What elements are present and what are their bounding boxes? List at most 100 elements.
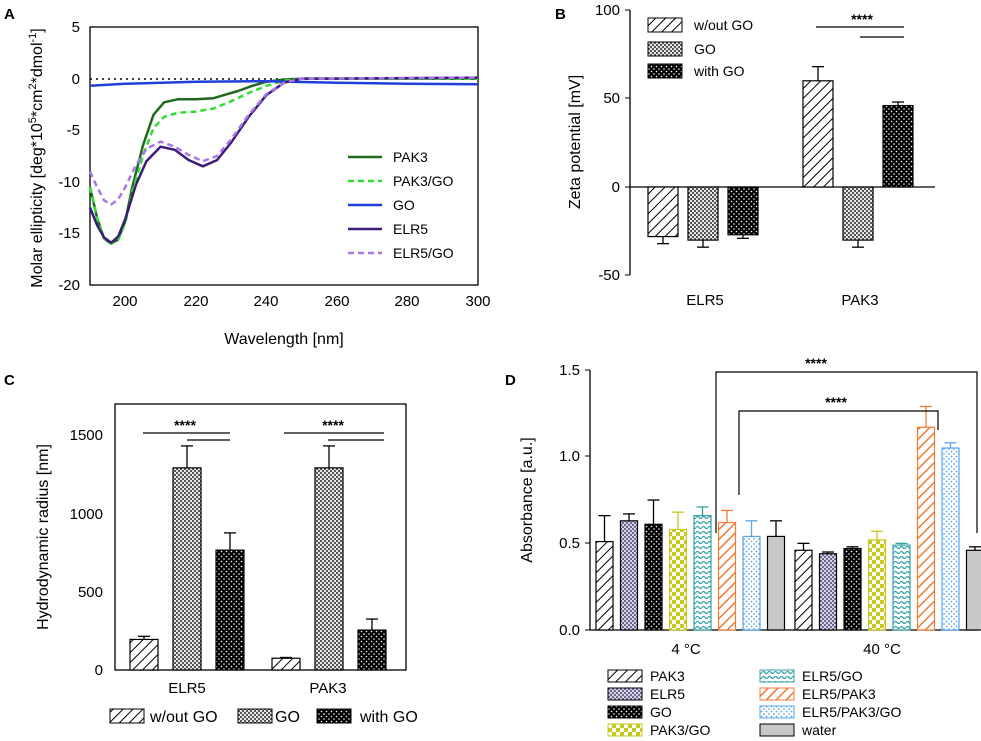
- legend-swatch: [607, 669, 643, 683]
- y-tick-label: -10: [58, 174, 80, 191]
- bar-elr5-go: [892, 544, 911, 631]
- legend-label: ELR5/GO: [393, 245, 454, 261]
- y-ticks-a: 5 0 -5 -10 -15 -20: [58, 19, 80, 294]
- significance-stars: ****: [322, 417, 344, 433]
- legend-swatch: [759, 687, 795, 701]
- x-tick-label: 200: [112, 293, 137, 310]
- bar-go: [172, 467, 202, 671]
- x-tick-label: 4 °C: [671, 641, 701, 658]
- series-line-elr5: [88, 76, 479, 244]
- bar-pak3: [794, 549, 813, 631]
- y-ticks-c: 1500 1000 500 0: [70, 427, 103, 679]
- panel-label-b: B: [555, 6, 566, 23]
- y-ticks-d: 1.5 1.0 0.5 0.0: [559, 362, 580, 639]
- x-axis-label-a: Wavelength [nm]: [224, 331, 343, 348]
- significance-c: **** ****: [143, 417, 384, 441]
- legend-label: with GO: [693, 63, 745, 79]
- significance-stars: ****: [825, 394, 847, 410]
- x-tick-label: PAK3: [309, 680, 346, 697]
- bar-with-go: [215, 549, 245, 671]
- x-tick-label: ELR5: [686, 292, 724, 309]
- bar-elr5-pak3-go: [742, 535, 761, 631]
- legend-swatch: [607, 687, 643, 701]
- y-tick-label: -20: [58, 277, 80, 294]
- x-tick-label: 300: [465, 293, 490, 310]
- bars-d: [595, 405, 981, 631]
- panel-label-d: D: [505, 372, 516, 389]
- legend-swatch: [647, 41, 683, 57]
- series-lines-a: [88, 76, 479, 245]
- y-tick-label: 5: [72, 19, 80, 36]
- legend-swatch: [759, 705, 795, 719]
- legend-label: GO: [650, 704, 672, 720]
- bar-elr5-pak3: [717, 521, 737, 631]
- x-tick-label: 40 °C: [863, 641, 901, 658]
- bar-go: [843, 547, 862, 631]
- legend-label: ELR5: [650, 686, 685, 702]
- significance-b: ****: [816, 11, 904, 38]
- panel-label-c: C: [4, 372, 15, 389]
- series-line-go: [89, 79, 479, 88]
- bar-go: [644, 523, 663, 631]
- panel-label-a: A: [4, 6, 15, 23]
- legend-label: GO: [275, 709, 300, 726]
- significance-stars: ****: [174, 417, 196, 433]
- plot-frame-a: [89, 26, 479, 286]
- bar-elr5-pak3: [916, 426, 936, 631]
- bar-water: [965, 549, 981, 631]
- bar-elr5: [619, 520, 639, 631]
- y-axis-label-b: Zeta potential [mV]: [567, 75, 584, 209]
- y-axis-label-a: Molar ellipticity [deg*105*cm2*dmol-1]: [27, 28, 46, 287]
- panel-a: A 5 0 -5 -10 -15 -20 200 220 240 260 280…: [4, 6, 491, 348]
- legend-label: ELR5/GO: [802, 668, 863, 684]
- bar-w-out-go: [802, 80, 834, 188]
- bar-w-out-go: [129, 638, 159, 671]
- legend-label: PAK3: [650, 668, 685, 684]
- legend-label: ELR5/PAK3: [802, 686, 876, 702]
- bars-b: [647, 65, 914, 248]
- legend-swatch: [607, 705, 643, 719]
- legend-d: PAK3 ELR5 GO PAK3/GO ELR5/GO ELR5/PAK3 E…: [607, 668, 901, 738]
- legend-label: ELR5/PAK3/GO: [802, 704, 901, 720]
- x-ticks-a: 200 220 240 260 280 300: [112, 293, 490, 310]
- bar-elr5-go: [693, 515, 712, 631]
- legend-a: PAK3 PAK3/GO GO ELR5 ELR5/GO: [348, 149, 454, 261]
- legend-swatch: [316, 708, 352, 724]
- legend-swatch: [607, 723, 643, 737]
- legend-label: PAK3: [393, 149, 428, 165]
- bar-with-go: [727, 186, 759, 236]
- panel-c: C 1500 1000 500 0 Hydrodynamic radius [n…: [4, 372, 418, 726]
- y-tick-label: 0: [72, 71, 80, 88]
- x-tick-label: 240: [253, 293, 278, 310]
- significance-bracket: [738, 410, 939, 495]
- legend-swatch: [759, 723, 795, 737]
- x-tick-label: ELR5: [168, 680, 206, 697]
- legend-label: PAK3/GO: [393, 173, 454, 189]
- legend-c: w/out GO GO with GO: [109, 708, 418, 726]
- y-tick-label: 1000: [70, 506, 103, 523]
- bar-with-go: [882, 104, 914, 188]
- legend-swatch: [237, 708, 273, 724]
- bar-with-go: [357, 629, 387, 671]
- bar-pak3-go: [668, 528, 688, 631]
- bar-pak3-go: [867, 539, 887, 631]
- legend-label: GO: [694, 41, 716, 57]
- legend-label: w/out GO: [693, 17, 753, 33]
- y-tick-label: 500: [78, 584, 103, 601]
- series-line-pak3: [88, 77, 478, 245]
- significance-stars: ****: [851, 11, 873, 27]
- x-tick-label: 260: [324, 293, 349, 310]
- panel-d: D 1.5 1.0 0.5 0.0 Absorbance [a.u.] 4 °C…: [505, 355, 981, 738]
- bar-elr5: [818, 553, 838, 631]
- bar-pak3: [595, 541, 614, 631]
- legend-b: w/out GO GO with GO: [647, 17, 753, 79]
- y-tick-label: -50: [598, 267, 620, 284]
- legend-label: ELR5: [393, 221, 428, 237]
- panel-b: B 100 50 0 -50 Zeta potential [mV] ELR5 …: [555, 2, 935, 309]
- y-tick-label: 100: [595, 2, 620, 19]
- y-ticks-b: 100 50 0 -50: [595, 2, 620, 284]
- bar-go: [842, 186, 874, 241]
- legend-label: GO: [393, 197, 415, 213]
- y-tick-label: 0.0: [559, 622, 580, 639]
- y-tick-label: 50: [603, 90, 620, 107]
